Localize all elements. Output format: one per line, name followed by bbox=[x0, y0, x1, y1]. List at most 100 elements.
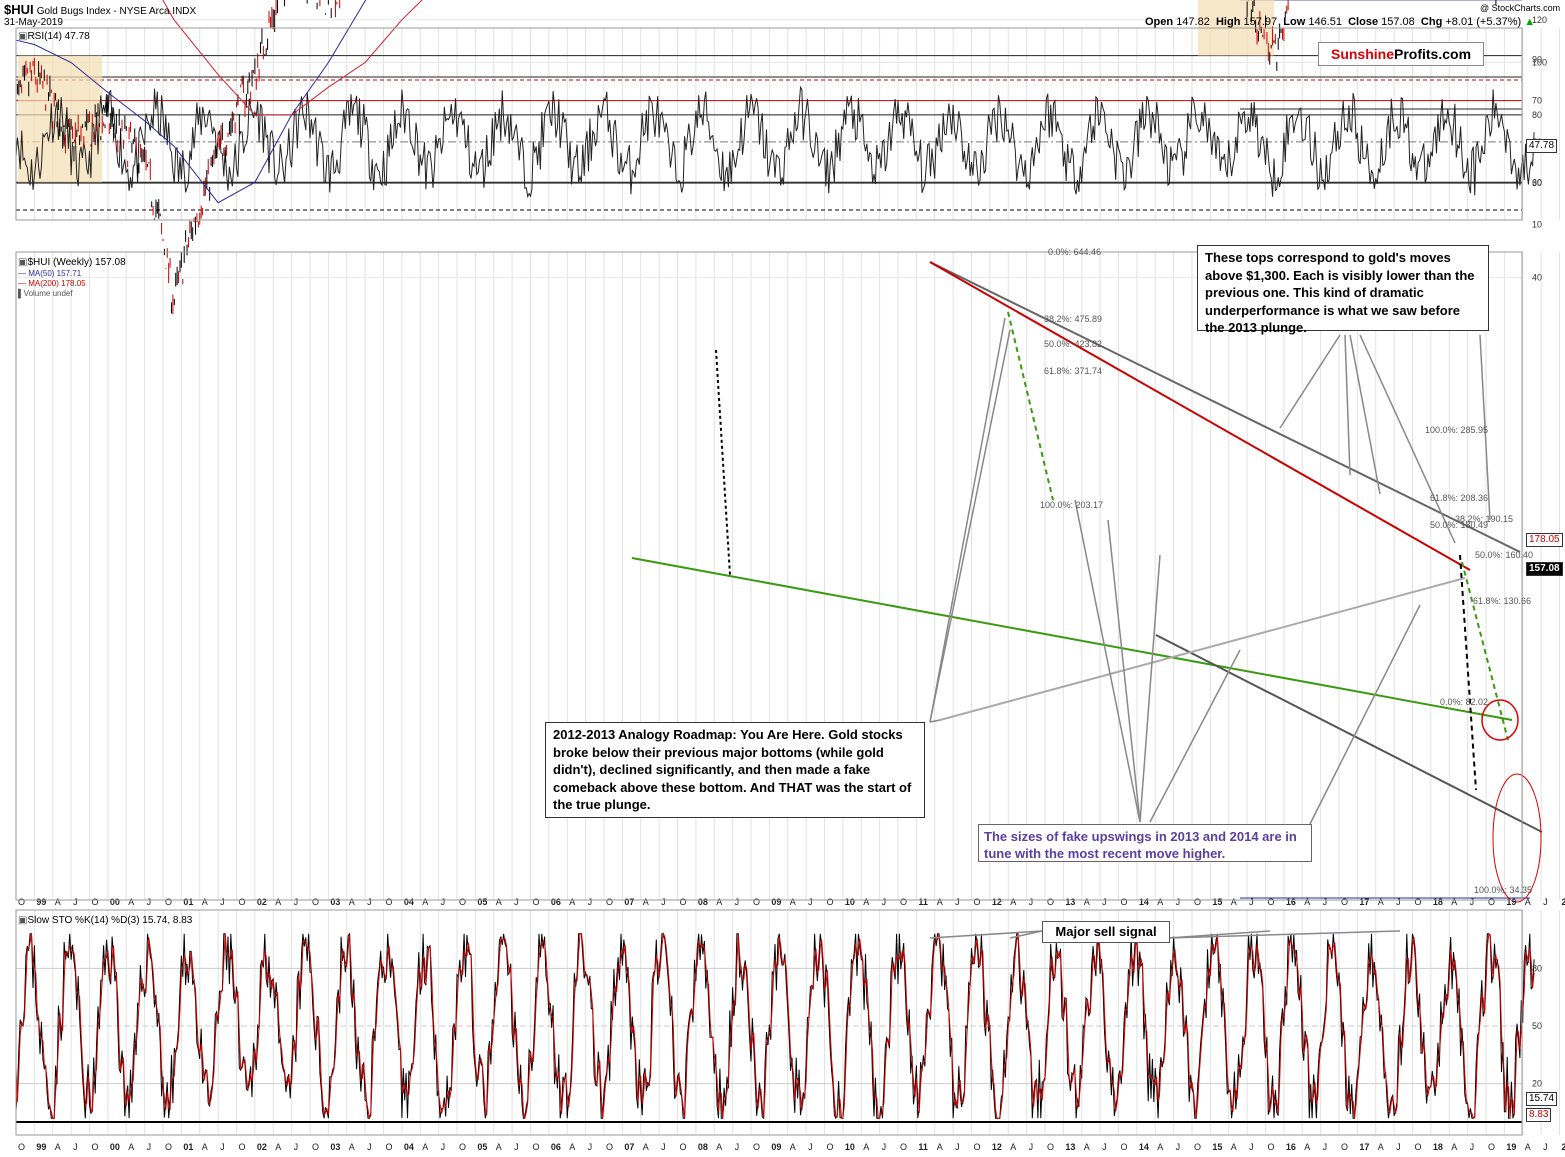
x-axis-label: A bbox=[349, 897, 355, 907]
close-label: Close bbox=[1348, 16, 1379, 28]
x-axis-label: O bbox=[974, 1142, 981, 1152]
rsi-tick-label: 90 bbox=[1532, 54, 1542, 64]
grey-lower-trendline bbox=[1155, 634, 1543, 833]
close-value: 157.08 bbox=[1381, 16, 1415, 28]
x-axis-label: O bbox=[239, 897, 246, 907]
x-axis-label: A bbox=[1525, 1142, 1531, 1152]
x-axis-label: 17 bbox=[1359, 1142, 1369, 1152]
x-axis-label: J bbox=[367, 897, 372, 907]
fib-label: 61.8%: 208.36 bbox=[1430, 493, 1489, 503]
x-axis-label: A bbox=[1304, 1142, 1310, 1152]
x-axis-label: O bbox=[92, 897, 99, 907]
x-axis-label: A bbox=[790, 897, 796, 907]
x-axis-label: J bbox=[1543, 897, 1548, 907]
x-axis-label: A bbox=[863, 1142, 869, 1152]
ma200-last-value: 178.05 bbox=[1526, 533, 1563, 547]
price-tick-label: 120 bbox=[1532, 15, 1547, 25]
annotation-roadmap: 2012-2013 Analogy Roadmap: You Are Here.… bbox=[545, 722, 925, 818]
x-axis-label: O bbox=[1047, 897, 1054, 907]
x-axis-label: O bbox=[92, 1142, 99, 1152]
price-tick-label: 80 bbox=[1532, 110, 1542, 120]
x-axis-label: J bbox=[1249, 897, 1254, 907]
x-axis-label: A bbox=[1157, 1142, 1163, 1152]
x-axis-label: 17 bbox=[1359, 897, 1369, 907]
panel-frames bbox=[15, 27, 1523, 1136]
x-axis-label: J bbox=[441, 1142, 446, 1152]
x-axis-label: O bbox=[1268, 897, 1275, 907]
x-axis-label: J bbox=[735, 897, 740, 907]
major-sell-signal-label: Major sell signal bbox=[1042, 921, 1170, 943]
low-label: Low bbox=[1283, 16, 1306, 28]
high-value: 157.97 bbox=[1243, 16, 1278, 28]
x-axis-label: J bbox=[1249, 1142, 1254, 1152]
annotation-pointer bbox=[1074, 499, 1141, 823]
legend-ma200: — MA(200) 178.05 bbox=[18, 279, 86, 288]
grid-lines bbox=[15, 19, 1560, 1135]
x-axis-label: 18 bbox=[1433, 1142, 1443, 1152]
x-axis-label: A bbox=[275, 897, 281, 907]
x-axis-label: 20 bbox=[1562, 1142, 1565, 1152]
x-axis-label: J bbox=[367, 1142, 372, 1152]
x-axis-label: 06 bbox=[551, 897, 561, 907]
panel-frame bbox=[15, 909, 1523, 1136]
x-axis-label: A bbox=[716, 897, 722, 907]
rsi-tick-label: 30 bbox=[1532, 178, 1542, 188]
rsi-tick-label: 70 bbox=[1532, 96, 1542, 106]
annotation-pointer bbox=[1139, 554, 1161, 823]
grey-downtrend-line bbox=[929, 261, 1521, 553]
x-axis-label: A bbox=[422, 1142, 428, 1152]
up-arrow-icon: ▲ bbox=[1524, 16, 1536, 28]
x-axis-label: J bbox=[1176, 897, 1181, 907]
price-legend-symbol: ▣$HUI (Weekly) 157.08 bbox=[18, 257, 126, 268]
x-axis-label: O bbox=[606, 897, 613, 907]
price-panel bbox=[15, 0, 1497, 315]
annotation-pointer bbox=[1107, 519, 1141, 823]
x-axis-label: O bbox=[165, 897, 172, 907]
x-axis-label: A bbox=[569, 897, 575, 907]
analogy-shaded-regions bbox=[18, 0, 1274, 183]
x-axis-label: 00 bbox=[110, 897, 120, 907]
x-axis-label: O bbox=[165, 1142, 172, 1152]
target-circle bbox=[1481, 699, 1519, 741]
x-axis-label: J bbox=[441, 897, 446, 907]
chart-header-title: $HUI Gold Bugs Index - NYSE Arca INDX bbox=[4, 2, 196, 17]
annotation-pointer bbox=[1479, 334, 1491, 521]
x-axis-label: 11 bbox=[918, 897, 928, 907]
x-axis-label: J bbox=[808, 897, 813, 907]
x-axis-label: J bbox=[147, 1142, 152, 1152]
black-dashed-2008-drop bbox=[715, 349, 731, 576]
x-axis-label: O bbox=[1341, 1142, 1348, 1152]
x-axis-label: O bbox=[1121, 1142, 1128, 1152]
x-axis-label: O bbox=[753, 1142, 760, 1152]
x-axis-label: O bbox=[312, 1142, 319, 1152]
legend-ma50-label: MA(50) 157.71 bbox=[28, 269, 82, 278]
rsi-tick-label: 10 bbox=[1532, 219, 1542, 229]
x-axis-label: O bbox=[312, 897, 319, 907]
rsi-legend-label: RSI(14) 47.78 bbox=[27, 31, 90, 42]
x-axis-label: J bbox=[661, 1142, 666, 1152]
x-axis-label: A bbox=[422, 897, 428, 907]
x-axis-label: J bbox=[294, 1142, 299, 1152]
rsi-panel bbox=[15, 85, 1535, 199]
sell-signal-pointer bbox=[1009, 930, 1043, 939]
annotation-upswing-sizes: The sizes of fake upswings in 2013 and 2… bbox=[978, 824, 1312, 862]
x-axis-label: O bbox=[1268, 1142, 1275, 1152]
x-axis-label: 07 bbox=[624, 1142, 634, 1152]
x-axis-label: O bbox=[1194, 897, 1201, 907]
sto-d-last-value: 8.83 bbox=[1526, 1108, 1552, 1122]
x-axis-label: J bbox=[220, 897, 225, 907]
x-axis-label: O bbox=[1341, 897, 1348, 907]
price-tick-label: 40 bbox=[1532, 272, 1542, 282]
x-axis-label: O bbox=[606, 1142, 613, 1152]
fib-label: 50.0%: 180.49 bbox=[1430, 520, 1489, 530]
x-axis-label: 07 bbox=[624, 897, 634, 907]
index-name: Gold Bugs Index - NYSE Arca INDX bbox=[36, 6, 197, 17]
x-axis-label: 03 bbox=[330, 897, 340, 907]
x-axis-label: J bbox=[73, 897, 78, 907]
x-axis-label: A bbox=[128, 1142, 134, 1152]
x-axis-label: J bbox=[882, 897, 887, 907]
x-axis-label: J bbox=[1470, 897, 1475, 907]
sto-d-line bbox=[15, 931, 1535, 1120]
x-axis-label: J bbox=[514, 897, 519, 907]
x-axis-label: A bbox=[496, 897, 502, 907]
